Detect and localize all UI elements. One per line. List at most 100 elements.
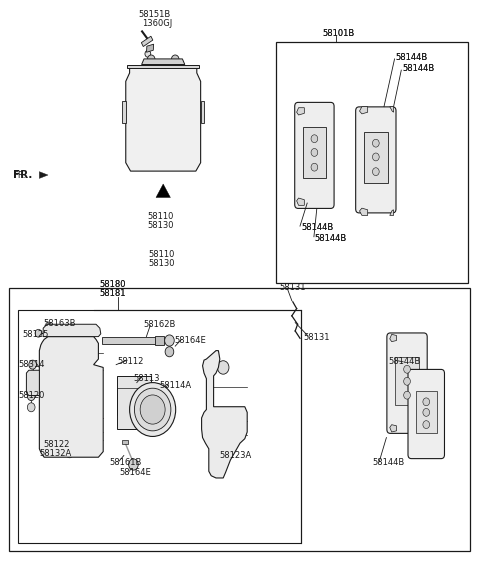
Polygon shape xyxy=(390,210,394,215)
Polygon shape xyxy=(126,67,201,171)
Circle shape xyxy=(404,391,410,399)
Text: 58144B: 58144B xyxy=(396,53,428,62)
Polygon shape xyxy=(360,208,368,215)
Polygon shape xyxy=(127,65,199,68)
Polygon shape xyxy=(122,101,126,123)
Text: 58131: 58131 xyxy=(303,333,330,342)
Bar xyxy=(9,288,470,551)
Circle shape xyxy=(129,459,138,470)
Bar xyxy=(396,357,419,405)
Text: 58164E: 58164E xyxy=(174,336,206,345)
Text: 58144B: 58144B xyxy=(301,223,333,232)
Circle shape xyxy=(46,322,51,329)
Bar xyxy=(117,376,151,429)
Polygon shape xyxy=(390,107,394,112)
Text: 58123A: 58123A xyxy=(219,451,251,460)
Text: 58110: 58110 xyxy=(149,250,175,259)
Polygon shape xyxy=(390,425,396,432)
Polygon shape xyxy=(43,324,101,337)
Polygon shape xyxy=(202,351,247,478)
Circle shape xyxy=(66,449,73,458)
Text: 58113: 58113 xyxy=(133,374,160,383)
Text: 58181: 58181 xyxy=(100,289,126,298)
Bar xyxy=(303,127,326,178)
FancyBboxPatch shape xyxy=(387,333,427,434)
Polygon shape xyxy=(201,101,204,123)
Bar xyxy=(18,310,301,543)
Text: 58125: 58125 xyxy=(22,330,48,339)
Circle shape xyxy=(154,127,171,148)
Text: 58180: 58180 xyxy=(100,280,126,289)
Circle shape xyxy=(423,398,430,406)
Text: 58144B: 58144B xyxy=(314,234,347,243)
Polygon shape xyxy=(360,107,368,114)
Text: FR.: FR. xyxy=(13,171,26,180)
Circle shape xyxy=(147,55,155,64)
FancyBboxPatch shape xyxy=(295,103,334,209)
Text: 58144B: 58144B xyxy=(389,357,421,366)
Bar xyxy=(122,440,128,444)
Text: 58101B: 58101B xyxy=(323,29,355,38)
Text: FR.: FR. xyxy=(13,170,33,180)
Polygon shape xyxy=(156,184,170,197)
Circle shape xyxy=(27,403,35,412)
Text: 58114A: 58114A xyxy=(159,381,192,390)
Bar xyxy=(102,337,157,344)
Circle shape xyxy=(372,139,379,147)
Text: 58144B: 58144B xyxy=(402,64,434,73)
Circle shape xyxy=(140,395,165,424)
FancyBboxPatch shape xyxy=(356,107,396,213)
Circle shape xyxy=(165,335,174,346)
Text: 58164E: 58164E xyxy=(119,468,151,477)
Polygon shape xyxy=(390,334,396,342)
Circle shape xyxy=(27,392,35,401)
Text: 58110: 58110 xyxy=(148,212,174,221)
Text: 58144B: 58144B xyxy=(301,223,333,232)
Bar xyxy=(57,439,61,443)
Text: 58144B: 58144B xyxy=(396,53,428,62)
Text: 58180: 58180 xyxy=(100,280,126,289)
Circle shape xyxy=(216,444,230,459)
Text: 58162B: 58162B xyxy=(143,320,175,329)
Text: 58163B: 58163B xyxy=(43,319,76,328)
Text: 1360GJ: 1360GJ xyxy=(142,19,172,27)
Polygon shape xyxy=(141,36,153,47)
Polygon shape xyxy=(26,370,39,396)
Bar xyxy=(276,42,468,283)
Circle shape xyxy=(29,371,36,380)
Text: 58161B: 58161B xyxy=(109,458,142,467)
Bar xyxy=(155,336,164,345)
Polygon shape xyxy=(142,59,185,65)
Text: 58130: 58130 xyxy=(148,221,174,230)
Polygon shape xyxy=(297,198,304,205)
Text: 58131: 58131 xyxy=(279,283,306,292)
Circle shape xyxy=(171,55,179,64)
Text: 58144B: 58144B xyxy=(402,64,434,73)
Circle shape xyxy=(423,408,430,416)
Text: 58120: 58120 xyxy=(18,391,45,400)
FancyBboxPatch shape xyxy=(408,370,444,459)
Text: 58144B: 58144B xyxy=(314,234,347,243)
Circle shape xyxy=(311,163,318,171)
Circle shape xyxy=(217,361,229,374)
Text: 58144B: 58144B xyxy=(372,458,404,467)
Circle shape xyxy=(133,161,141,170)
Circle shape xyxy=(29,360,36,369)
Polygon shape xyxy=(297,108,304,115)
Circle shape xyxy=(134,388,171,431)
Circle shape xyxy=(404,378,410,385)
Circle shape xyxy=(130,383,176,436)
Circle shape xyxy=(311,135,318,142)
Circle shape xyxy=(183,161,191,170)
Bar xyxy=(364,132,388,183)
Text: 58122: 58122 xyxy=(43,440,70,449)
Text: 58151B: 58151B xyxy=(138,10,170,19)
Text: 58132A: 58132A xyxy=(39,449,72,458)
Circle shape xyxy=(35,329,42,337)
Polygon shape xyxy=(146,44,154,52)
Circle shape xyxy=(404,365,410,373)
Text: 58101B: 58101B xyxy=(323,29,355,38)
Circle shape xyxy=(372,168,379,176)
Circle shape xyxy=(165,347,174,357)
Bar xyxy=(416,391,437,433)
